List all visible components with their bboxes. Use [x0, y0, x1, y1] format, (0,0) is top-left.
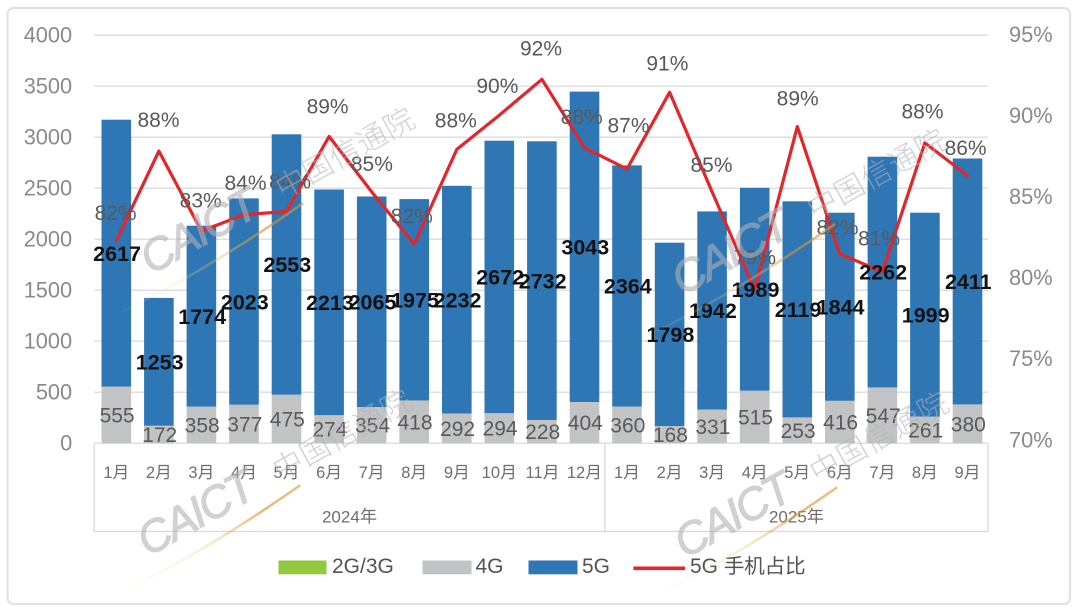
svg-text:4G: 4G [476, 555, 504, 578]
svg-text:8: 8 [912, 464, 921, 482]
svg-text:331: 331 [695, 416, 730, 439]
svg-text:6: 6 [827, 464, 836, 482]
svg-text:95%: 95% [1009, 22, 1053, 47]
svg-text:87%: 87% [607, 114, 649, 137]
svg-text:253: 253 [781, 420, 816, 443]
svg-text:2262: 2262 [859, 261, 907, 285]
svg-text:10: 10 [482, 464, 500, 482]
svg-text:90%: 90% [1009, 103, 1053, 128]
svg-text:6: 6 [316, 464, 325, 482]
svg-text:88%: 88% [137, 109, 179, 132]
svg-text:88%: 88% [435, 110, 477, 133]
svg-text:2: 2 [657, 464, 666, 482]
svg-text:294: 294 [483, 418, 518, 441]
svg-text:2024: 2024 [322, 507, 360, 526]
svg-text:500: 500 [36, 380, 72, 405]
svg-text:11: 11 [526, 464, 543, 482]
svg-text:0: 0 [60, 431, 72, 456]
svg-text:1: 1 [103, 464, 112, 482]
svg-text:2G/3G: 2G/3G [332, 555, 394, 578]
svg-text:80%: 80% [1009, 265, 1053, 290]
svg-text:1798: 1798 [646, 323, 694, 347]
svg-text:9: 9 [444, 464, 453, 482]
svg-text:5: 5 [784, 464, 793, 482]
svg-text:89%: 89% [307, 95, 349, 118]
svg-text:2065: 2065 [349, 291, 397, 315]
svg-text:5G: 5G [582, 555, 610, 578]
svg-text:1999: 1999 [902, 303, 950, 327]
svg-text:418: 418 [397, 411, 432, 434]
svg-text:2: 2 [146, 464, 155, 482]
svg-text:5: 5 [274, 464, 283, 482]
svg-text:2617: 2617 [93, 242, 141, 266]
svg-text:2000: 2000 [24, 227, 73, 252]
svg-text:1975: 1975 [391, 289, 439, 313]
svg-text:555: 555 [100, 404, 135, 427]
svg-text:404: 404 [568, 412, 603, 435]
svg-text:377: 377 [227, 414, 262, 437]
svg-text:3500: 3500 [24, 74, 73, 99]
svg-text:1253: 1253 [136, 351, 184, 375]
svg-text:4000: 4000 [24, 23, 73, 48]
svg-text:358: 358 [185, 414, 220, 437]
svg-text:3000: 3000 [24, 125, 73, 150]
svg-text:2553: 2553 [263, 253, 311, 277]
svg-text:380: 380 [951, 413, 986, 436]
svg-text:416: 416 [823, 412, 858, 435]
svg-text:292: 292 [440, 418, 475, 441]
svg-text:9: 9 [955, 464, 964, 482]
svg-text:1774: 1774 [178, 305, 226, 329]
svg-text:1000: 1000 [24, 329, 73, 354]
svg-text:2364: 2364 [604, 275, 652, 299]
svg-text:82%: 82% [391, 205, 433, 228]
svg-text:515: 515 [738, 406, 773, 429]
svg-text:89%: 89% [777, 87, 819, 110]
svg-text:2672: 2672 [476, 266, 524, 290]
svg-text:7: 7 [359, 464, 368, 482]
svg-text:475: 475 [270, 409, 305, 432]
svg-text:92%: 92% [520, 38, 562, 61]
svg-text:75%: 75% [1009, 346, 1053, 371]
svg-text:2023: 2023 [221, 290, 269, 314]
svg-text:547: 547 [866, 405, 901, 428]
svg-text:7: 7 [869, 464, 878, 482]
svg-text:2411: 2411 [945, 270, 992, 294]
svg-text:172: 172 [142, 424, 177, 447]
svg-text:3043: 3043 [561, 236, 609, 260]
svg-text:1: 1 [614, 464, 623, 482]
svg-text:3: 3 [699, 464, 708, 482]
svg-text:8: 8 [401, 464, 410, 482]
svg-text:360: 360 [610, 414, 645, 437]
svg-text:2119: 2119 [775, 298, 822, 322]
svg-text:88%: 88% [901, 101, 943, 124]
svg-text:91%: 91% [646, 53, 688, 76]
svg-text:2213: 2213 [306, 291, 354, 315]
svg-text:2732: 2732 [519, 269, 567, 293]
svg-text:3: 3 [188, 464, 197, 482]
svg-text:82%: 82% [95, 202, 137, 225]
svg-text:228: 228 [525, 421, 560, 444]
svg-text:88%: 88% [561, 106, 603, 129]
svg-text:4: 4 [742, 464, 751, 482]
svg-text:70%: 70% [1009, 427, 1053, 452]
svg-text:1989: 1989 [732, 278, 780, 302]
svg-text:1500: 1500 [24, 278, 73, 303]
svg-text:12: 12 [567, 464, 585, 482]
svg-text:2500: 2500 [24, 176, 73, 201]
svg-text:81%: 81% [858, 228, 900, 251]
svg-text:86%: 86% [945, 137, 987, 160]
svg-text:85%: 85% [1009, 184, 1053, 209]
svg-text:2232: 2232 [434, 288, 482, 312]
svg-text:1844: 1844 [817, 295, 865, 319]
svg-text:85%: 85% [351, 153, 393, 176]
svg-text:85%: 85% [690, 154, 732, 177]
svg-text:90%: 90% [476, 75, 518, 98]
svg-text:168: 168 [653, 424, 688, 447]
svg-text:82%: 82% [816, 217, 858, 240]
